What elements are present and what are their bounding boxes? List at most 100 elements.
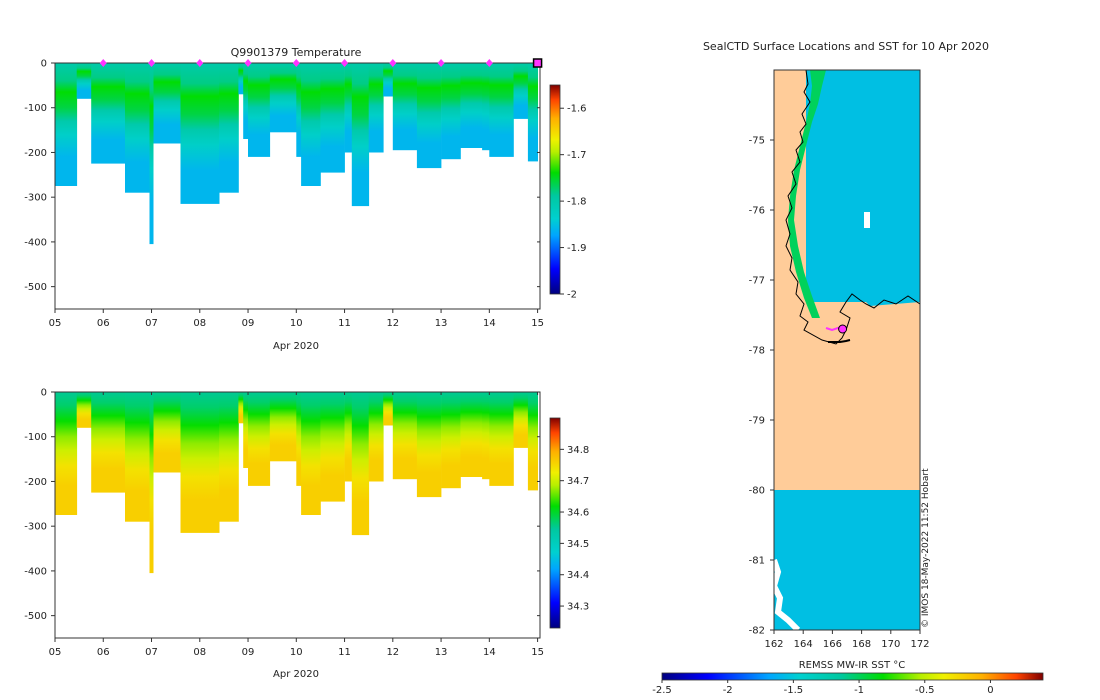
map-title: SealCTD Surface Locations and SST for 10… <box>703 40 989 53</box>
y-tick-label: -100 <box>24 432 47 443</box>
x-tick-label: 11 <box>338 647 351 658</box>
section-column <box>76 392 92 428</box>
sst-colorbar-tick-label: -1 <box>854 685 864 696</box>
section-column <box>91 392 126 493</box>
map-x-tick-label: 168 <box>852 639 871 650</box>
profile-location-marker <box>292 59 300 67</box>
section-column <box>76 63 92 99</box>
x-tick-label: 08 <box>193 318 206 329</box>
ice-gap <box>864 212 870 228</box>
map-y-tick-label: -75 <box>749 136 765 147</box>
x-tick-label: 05 <box>49 647 62 658</box>
map-y-tick-label: -77 <box>749 276 765 287</box>
coastline <box>785 69 921 345</box>
section-column <box>301 63 321 186</box>
y-tick-label: -100 <box>24 103 47 114</box>
temperature-axes: 0 -100 -200 -300 -400 -500 05 06 07 08 09 10 11 12 13 1… <box>24 58 544 329</box>
x-tick-label: 13 <box>435 318 448 329</box>
section-column <box>416 392 442 498</box>
temperature-plot-area <box>55 63 538 245</box>
x-tick-label: 09 <box>242 318 255 329</box>
x-tick-label: 07 <box>145 647 158 658</box>
seal-track <box>828 339 851 343</box>
section-column <box>383 63 394 97</box>
salinity-panel: 0 -100 -200 -300 -400 -500 05 06 07 08 09 10 11 12 13 1… <box>24 388 589 681</box>
section-column <box>219 63 239 193</box>
section-column <box>55 63 78 186</box>
sst-colorbar-tick-label: -0.5 <box>915 685 935 696</box>
sst-colorbar-tick-label: -2.5 <box>652 685 672 696</box>
section-column <box>351 392 370 536</box>
colorbar-tick-label: 34.6 <box>567 508 589 519</box>
y-tick-label: -400 <box>24 566 47 577</box>
section-column <box>151 63 181 144</box>
section-column <box>460 392 483 477</box>
x-tick-label: 09 <box>242 647 255 658</box>
credit-text: © IMOS 18-May-2022 11:52 Hobart <box>921 468 931 628</box>
profile-location-marker <box>389 59 397 67</box>
section-column <box>125 63 152 193</box>
y-tick-label: -500 <box>24 611 47 622</box>
map-x-tick-label: 162 <box>764 639 783 650</box>
section-column <box>320 63 345 173</box>
y-tick-label: -300 <box>24 193 47 204</box>
section-column <box>248 392 271 486</box>
profile-location-marker <box>148 59 156 67</box>
y-tick-label: -400 <box>24 237 47 248</box>
salinity-axes: 0 -100 -200 -300 -400 -500 05 06 07 08 09 10 11 12 13 1… <box>24 388 544 659</box>
salinity-xlabel: Apr 2020 <box>273 669 319 680</box>
section-column <box>55 392 78 515</box>
map-y-tick-label: -81 <box>749 556 765 567</box>
section-column <box>513 392 529 448</box>
section-column <box>269 63 297 133</box>
map-x-tick-label: 166 <box>823 639 842 650</box>
colorbar-tick-label: -1.6 <box>567 104 587 115</box>
section-column <box>296 63 302 157</box>
map-x-tick-label: 164 <box>794 639 813 650</box>
y-tick-label: -200 <box>24 477 47 488</box>
x-tick-label: 12 <box>386 647 399 658</box>
temperature-colorbar: -1.6 -1.7 -1.8 -1.9 -2 <box>549 84 587 301</box>
section-column <box>344 63 353 153</box>
last-profile-marker <box>532 58 543 68</box>
profile-location-marker <box>341 59 349 67</box>
sst-colorbar-tick-label: -2 <box>723 685 733 696</box>
section-column <box>351 63 370 207</box>
x-tick-label: 12 <box>386 318 399 329</box>
sea-region-bay <box>806 250 920 306</box>
map-y-tick-label: -76 <box>749 206 765 217</box>
colorbar-tick-label: -2 <box>567 290 577 301</box>
x-tick-label: 14 <box>483 318 496 329</box>
x-tick-label: 08 <box>193 647 206 658</box>
section-column <box>527 63 538 162</box>
x-tick-label: 10 <box>290 647 303 658</box>
x-tick-label: 06 <box>97 318 110 329</box>
x-tick-label: 11 <box>338 318 351 329</box>
sea-region-south <box>774 490 920 630</box>
colorbar-tick-label: -1.7 <box>567 150 587 161</box>
colorbar-tick-label: -1.8 <box>567 197 587 208</box>
temperature-title: Q9901379 Temperature <box>231 46 362 59</box>
section-column <box>368 392 384 482</box>
section-column <box>180 392 220 533</box>
x-tick-label: 14 <box>483 647 496 658</box>
map-y-tick-label: -79 <box>749 416 765 427</box>
y-tick-label: -200 <box>24 148 47 159</box>
temperature-panel: Q9901379 Temperature 0 -100 -200 -300 -400 -5… <box>24 46 586 352</box>
map-x-tick-label: 170 <box>881 639 900 650</box>
map-x-tick-label: 172 <box>910 639 929 650</box>
section-column <box>482 392 490 480</box>
section-column <box>527 392 538 491</box>
colorbar-tick-label: 34.8 <box>567 445 589 456</box>
section-column <box>296 392 302 486</box>
sst-map-panel: SealCTD Surface Locations and SST for 10… <box>652 40 1044 696</box>
section-column <box>489 63 514 157</box>
section-column <box>243 392 249 468</box>
coastal-warm-strip <box>788 70 826 318</box>
colorbar-strip <box>549 84 561 295</box>
sst-colorbar-label: REMSS MW-IR SST °C <box>799 660 906 671</box>
section-column <box>238 63 244 95</box>
y-tick-label: 0 <box>41 59 47 70</box>
section-column <box>269 392 297 462</box>
sst-colorbar: -2.5 -2 -1.5 -1 -0.5 0 <box>652 672 1044 696</box>
